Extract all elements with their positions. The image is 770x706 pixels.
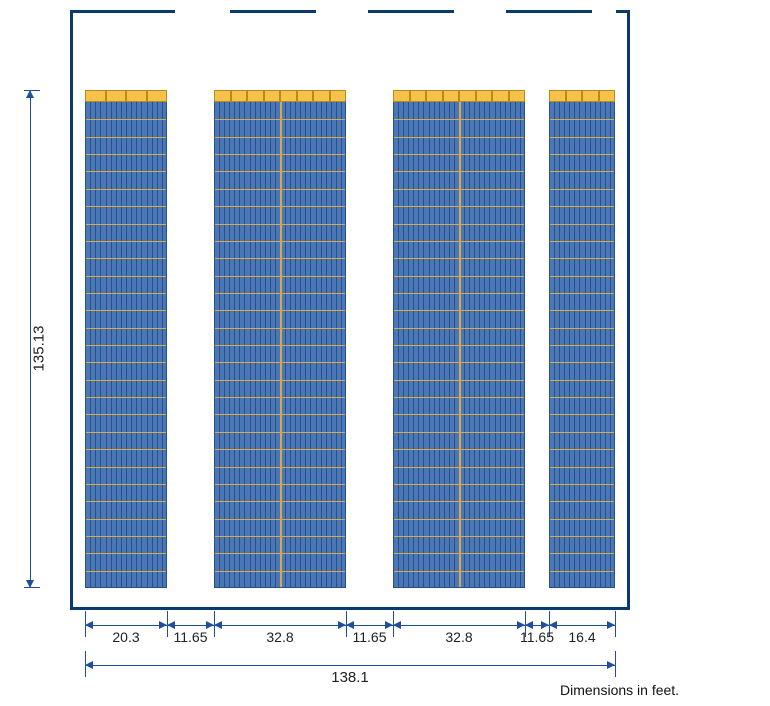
segment-dimension-3: 11.65 — [346, 615, 393, 635]
total-width-label: 138.1 — [331, 669, 369, 686]
segment-dimension-2: 32.8 — [214, 615, 346, 635]
segment-label-0: 20.3 — [112, 629, 139, 645]
segment-label-2: 32.8 — [266, 629, 293, 645]
rack-1 — [214, 90, 346, 588]
segment-dimension-1: 11.65 — [167, 615, 214, 635]
rack-3 — [549, 90, 615, 588]
segment-label-4: 32.8 — [445, 629, 472, 645]
segment-label-3: 11.65 — [353, 629, 387, 645]
segment-dimension-6: 16.4 — [549, 615, 615, 635]
rack-0 — [85, 90, 167, 588]
height-label: 135.13 — [30, 326, 47, 372]
segment-label-6: 16.4 — [568, 629, 595, 645]
rack-2 — [393, 90, 525, 588]
segment-dimension-0: 20.3 — [85, 615, 167, 635]
segment-dimension-4: 32.8 — [393, 615, 525, 635]
total-width-dimension: 138.1 — [85, 655, 615, 675]
height-dimension: 135.13 — [20, 90, 40, 588]
plan-canvas — [70, 10, 630, 620]
segment-dimension-5: 11.65 — [525, 615, 549, 635]
units-caption: Dimensions in feet. — [560, 682, 679, 698]
segment-label-1: 11.65 — [174, 629, 208, 645]
